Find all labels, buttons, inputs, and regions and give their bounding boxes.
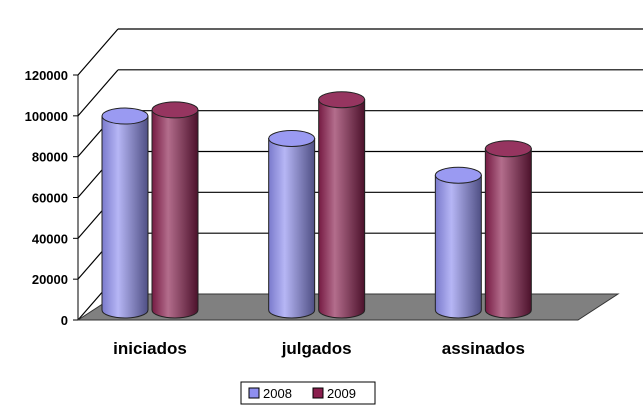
y-tick-label: 100000 xyxy=(25,109,68,124)
y-tick-label: 120000 xyxy=(25,68,68,83)
bar-top-2008-julgados xyxy=(268,130,316,147)
bar-top-2009-julgados xyxy=(318,91,366,109)
y-tick-label: 60000 xyxy=(32,191,68,206)
x-category-label: assinados xyxy=(442,339,525,358)
bar-2008-iniciados xyxy=(101,115,149,319)
bar-2008-assinados xyxy=(434,174,482,319)
bar-2009-iniciados xyxy=(151,109,199,319)
bar-top-2009-assinados xyxy=(484,140,532,158)
bar-top-2008-iniciados xyxy=(101,107,149,125)
legend-label-2009: 2009 xyxy=(327,386,356,401)
legend-label-2008: 2008 xyxy=(263,386,292,401)
legend-swatch-2008 xyxy=(248,387,260,399)
bar-2009-julgados xyxy=(318,99,366,319)
legend-swatch-2009 xyxy=(312,387,324,399)
y-tick-label: 40000 xyxy=(32,231,68,246)
bar-2008-julgados xyxy=(268,138,316,319)
x-category-label: julgados xyxy=(281,339,352,358)
y-tick-label: 80000 xyxy=(32,150,68,165)
y-tick-label: 20000 xyxy=(32,272,68,287)
y-tick-label: 0 xyxy=(61,313,68,328)
wall-edge xyxy=(77,28,119,76)
x-category-label: iniciados xyxy=(113,339,187,358)
wall-edge xyxy=(77,69,119,117)
legend-box xyxy=(240,381,376,405)
bar-top-2008-assinados xyxy=(434,166,482,184)
bar-top-2009-iniciados xyxy=(151,101,199,119)
legend: 2008 2009 xyxy=(240,381,376,405)
bar-2009-assinados xyxy=(484,148,532,319)
